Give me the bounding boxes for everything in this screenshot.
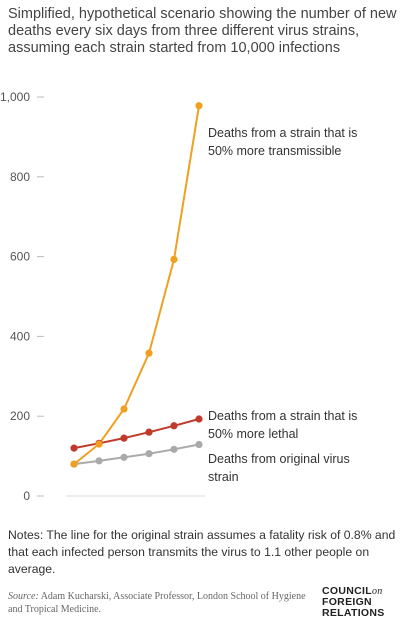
series-line-0	[73, 105, 200, 465]
series-lines	[73, 105, 200, 466]
source-label: Source:	[8, 591, 39, 602]
logo-line3: RELATIONS	[322, 607, 385, 619]
series-labels: Deaths from original virus strain Deaths f…	[208, 126, 357, 484]
series-label-2: strain	[208, 470, 239, 484]
series-points	[70, 102, 203, 468]
series-label-0: Deaths from a strain that is	[208, 126, 357, 140]
y-tick-label: 400	[10, 329, 30, 343]
data-point	[70, 460, 78, 468]
data-point	[195, 102, 203, 110]
cfr-logo: COUNCILon FOREIGN RELATIONS	[322, 586, 412, 619]
series-label-0: 50% more transmissible	[208, 144, 341, 158]
data-point	[145, 450, 153, 458]
chart-title: Simplified, hypothetical scenario showin…	[8, 6, 397, 56]
series-line-2	[73, 443, 200, 466]
data-point	[145, 428, 153, 436]
source-note: Source: Adam Kucharski, Associate Profes…	[8, 590, 318, 616]
y-tick-label: 1,000	[0, 90, 30, 104]
series-line-1	[73, 418, 200, 450]
y-tick-label: 200	[10, 409, 30, 423]
data-point	[170, 422, 178, 430]
logo-on: on	[371, 586, 383, 597]
y-tick-label: 0	[23, 489, 30, 503]
data-point	[95, 457, 103, 465]
data-point	[120, 405, 128, 413]
data-point	[145, 349, 153, 357]
data-point	[95, 440, 103, 448]
source-text: Adam Kucharski, Associate Professor, Lon…	[8, 591, 306, 615]
data-point	[120, 453, 128, 461]
y-tick-label: 800	[10, 170, 30, 184]
series-label-1: 50% more lethal	[208, 427, 298, 441]
data-point	[195, 415, 203, 423]
data-point	[120, 434, 128, 442]
y-tick-label: 600	[10, 250, 30, 264]
data-point	[170, 445, 178, 453]
chart-notes: Notes: The line for the original strain …	[8, 528, 396, 576]
data-point	[170, 255, 178, 263]
data-point	[70, 444, 78, 452]
data-point	[195, 440, 203, 449]
series-label-2: Deaths from original virus	[208, 452, 350, 466]
logo-line2: FOREIGN	[322, 596, 372, 608]
logo-line1: COUNCIL	[322, 585, 372, 597]
y-axis-ticks: 0 200 400 600 800 1,000	[0, 90, 44, 503]
series-label-1: Deaths from a strain that is	[208, 409, 357, 423]
line-chart: 0 200 400 600 800 1,000 Deaths from original …	[0, 90, 357, 503]
